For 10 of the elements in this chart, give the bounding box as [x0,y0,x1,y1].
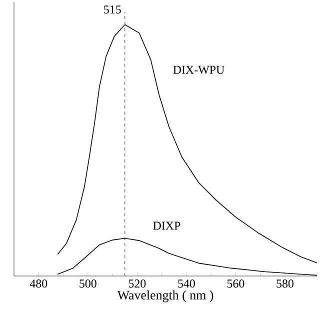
series-label: DIXP [153,222,180,230]
x-tick-label: 540 [178,280,195,288]
x-tick-label: 520 [128,280,146,288]
x-axis-title: Wavelength ( nm ) [117,290,214,302]
series-label: DIX-WPU [173,66,224,74]
x-tick-label: 500 [80,280,96,288]
x-tick-label: 560 [227,280,244,288]
x-tick-label: 580 [276,280,294,288]
ref-line-label: 515 [104,6,121,14]
x-tick-label: 480 [30,280,48,288]
